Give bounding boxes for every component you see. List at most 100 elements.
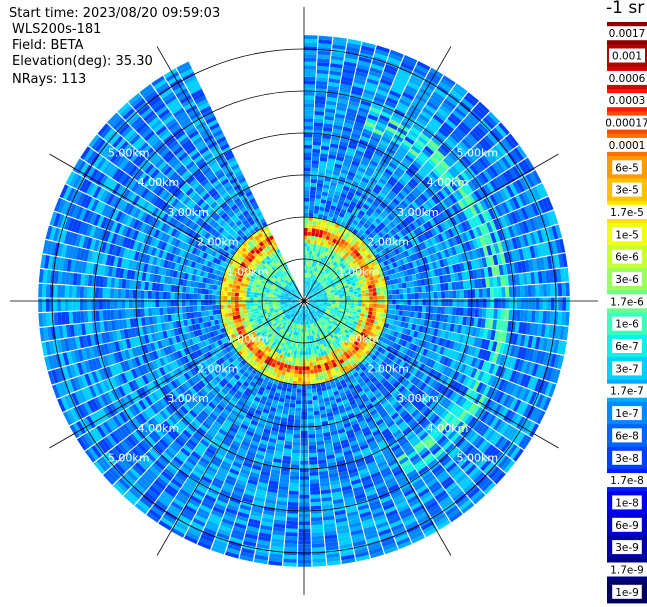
radar-bin — [384, 240, 391, 247]
radar-bin — [447, 247, 454, 257]
radar-bin — [338, 308, 343, 311]
radar-bin — [444, 290, 449, 299]
radar-bin — [527, 376, 535, 390]
radar-bin — [446, 348, 453, 358]
radar-bin — [394, 315, 399, 321]
radar-bin — [396, 475, 408, 484]
radar-bin — [377, 439, 387, 447]
radar-bin — [282, 455, 291, 461]
radar-bin — [336, 385, 343, 391]
radar-bin — [431, 445, 442, 456]
radar-bin — [243, 357, 249, 363]
radar-bin — [332, 285, 337, 289]
radar-bin — [448, 152, 459, 163]
radar-bin — [499, 393, 508, 405]
radar-bin — [450, 226, 458, 237]
radar-bin — [352, 156, 362, 164]
radar-bin — [273, 458, 282, 464]
radar-bin — [344, 425, 353, 432]
radar-bin — [383, 226, 390, 234]
radar-bin — [446, 414, 456, 425]
radar-bin — [342, 218, 348, 224]
radar-bin — [312, 299, 317, 301]
radar-bin — [288, 333, 292, 338]
radar-bin — [473, 420, 484, 432]
radar-bin — [414, 299, 419, 306]
radar-bin — [389, 347, 396, 354]
radar-bin — [353, 278, 359, 283]
radar-bin — [523, 335, 530, 348]
radar-bin — [435, 345, 442, 354]
radar-bin — [436, 470, 448, 481]
radar-bin — [311, 228, 316, 233]
radar-bin — [292, 384, 297, 389]
radar-bin — [241, 497, 254, 504]
radar-bin — [439, 144, 451, 155]
radar-bin — [316, 244, 320, 249]
radar-bin — [516, 285, 521, 298]
radar-bin — [305, 288, 308, 293]
radar-bin — [350, 164, 359, 171]
radar-bin — [338, 325, 343, 330]
radar-bin — [317, 283, 321, 287]
radar-bin — [361, 336, 367, 342]
radar-bin — [525, 246, 532, 259]
radar-bin — [470, 346, 477, 357]
radar-bin — [164, 487, 177, 498]
radar-bin — [164, 449, 175, 459]
radar-bin — [457, 423, 468, 434]
radar-bin — [346, 108, 358, 115]
radar-bin — [349, 522, 362, 529]
radar-bin — [528, 362, 536, 376]
radar-bin — [309, 320, 312, 325]
radar-bin — [386, 165, 396, 173]
radar-bin — [373, 363, 380, 370]
radar-bin — [459, 289, 464, 299]
radar-bin — [339, 435, 348, 442]
radar-bin — [252, 360, 259, 366]
radar-bin — [315, 345, 320, 350]
radar-bin — [315, 305, 320, 308]
radar-bin — [248, 475, 259, 482]
radar-bin — [420, 405, 429, 414]
radar-bin — [405, 169, 415, 178]
radar-bin — [396, 253, 403, 260]
radar-bin — [333, 390, 340, 396]
radar-bin — [317, 448, 326, 453]
radar-bin — [524, 297, 529, 310]
radar-bin — [336, 183, 344, 189]
radar-bin — [452, 371, 460, 381]
radar-bin — [383, 357, 390, 364]
radar-bin — [395, 309, 400, 316]
radar-bin — [297, 304, 301, 307]
radar-bin — [310, 175, 318, 180]
radar-bin — [403, 322, 409, 329]
radar-bin — [401, 219, 409, 227]
radar-bin — [306, 254, 309, 259]
radar-bin — [404, 275, 410, 282]
radar-bin — [310, 235, 315, 241]
radar-bin — [340, 168, 349, 175]
radar-bin — [357, 255, 364, 261]
radar-bin — [222, 439, 232, 447]
radar-bin — [322, 308, 327, 311]
radar-bin — [412, 317, 418, 325]
radar-bin — [330, 317, 335, 321]
radar-bin — [325, 104, 336, 110]
radar-bin — [304, 246, 307, 251]
radar-bin — [347, 315, 352, 320]
radar-bin — [422, 107, 435, 117]
radar-bin — [108, 467, 121, 480]
radar-bin — [326, 196, 333, 202]
radar-bin — [408, 406, 417, 415]
radar-bin — [316, 333, 320, 338]
radar-bin — [254, 429, 263, 436]
radar-bin — [276, 331, 281, 336]
radar-bin — [274, 512, 287, 517]
radar-bin — [236, 390, 243, 397]
radar-bin — [214, 376, 222, 383]
radar-bin — [308, 430, 316, 435]
radar-bin — [357, 303, 362, 307]
radar-bin — [403, 488, 416, 497]
radar-bin — [343, 241, 349, 247]
